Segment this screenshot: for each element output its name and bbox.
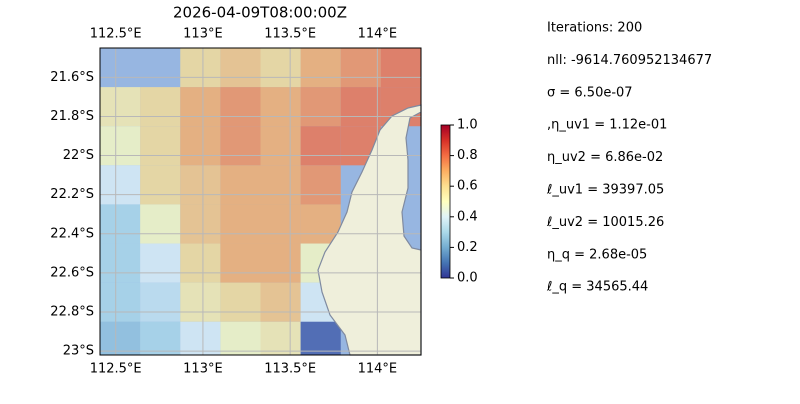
colorbar-tick-label: 0.4 [457,209,478,224]
parameter-text: σ = 6.50e-07 [547,85,633,100]
x-tick-label-bottom: 112.5°E [90,362,142,377]
cell [140,165,181,205]
cell [300,165,341,205]
cell [260,126,301,166]
cell [140,204,181,244]
parameter-text: ℓ_uv2 = 10015.26 [546,215,664,230]
map-frame [99,47,422,356]
x-tick-label-bottom: 114°E [358,362,398,377]
cell [260,204,301,244]
parameter-text: nll: -9614.760952134677 [547,53,712,68]
x-tick-label-bottom: 113.5°E [264,362,316,377]
colorbar [440,124,451,279]
cell [180,282,221,322]
cell [100,321,141,355]
cell [220,204,261,244]
cell [220,87,261,127]
x-tick-label-top: 113°E [183,27,223,42]
cell [100,87,141,127]
cell [260,165,301,205]
y-tick-label: 21.6°S [50,70,94,85]
cell [140,321,181,355]
cell [260,48,301,88]
cell [260,243,301,283]
cell [180,126,221,166]
y-tick-label: 22.8°S [50,304,94,319]
colorbar-tick-label: 0.0 [457,271,478,286]
cell [300,87,341,127]
map-title: 2026-04-09T08:00:00Z [173,4,347,22]
parameter-text: η_uv2 = 6.86e-02 [547,150,663,165]
cell [140,126,181,166]
cell [380,48,421,88]
cell [260,282,301,322]
x-tick-label-top: 112.5°E [90,27,142,42]
cell [140,282,181,322]
cell [100,282,141,322]
cell [340,48,381,88]
parameter-text: ,η_uv1 = 1.12e-01 [547,118,667,133]
colorbar-tick-label: 0.2 [457,240,478,255]
cell [300,321,341,355]
cell [100,126,141,166]
cell [220,243,261,283]
cell [220,282,261,322]
parameter-text: ℓ_uv1 = 39397.05 [546,183,664,198]
cell [180,165,221,205]
cell [100,204,141,244]
land [317,104,422,356]
parameter-text: Iterations: 200 [547,21,642,36]
y-tick-label: 22.6°S [50,265,94,280]
parameter-text: η_q = 2.68e-05 [547,247,647,262]
colorbar-tick-label: 1.0 [457,118,478,133]
colorbar-tick-label: 0.8 [457,148,478,163]
cell [220,48,261,88]
cell [140,243,181,283]
y-tick-label: 22.2°S [50,187,94,202]
cell [340,87,381,127]
cell [140,87,181,127]
cell [100,243,141,283]
colorbar-tick-label: 0.6 [457,179,478,194]
x-tick-label-bottom: 113°E [183,362,223,377]
y-tick-label: 22.4°S [50,226,94,241]
cell [260,321,301,355]
cell [180,321,221,355]
x-tick-label-top: 113.5°E [264,27,316,42]
cell [220,126,261,166]
cell [100,165,141,205]
parameter-text: ℓ_q = 34565.44 [546,280,648,295]
cell [220,321,261,355]
cell [180,204,221,244]
x-tick-label-top: 114°E [358,27,398,42]
y-tick-label: 22°S [63,148,94,163]
cell [300,126,341,166]
y-tick-label: 23°S [63,344,94,359]
cell [220,165,261,205]
y-tick-label: 21.8°S [50,109,94,124]
cell [180,243,221,283]
cell [180,48,221,88]
cell [300,48,341,88]
cell [260,87,301,127]
cell [180,87,221,127]
